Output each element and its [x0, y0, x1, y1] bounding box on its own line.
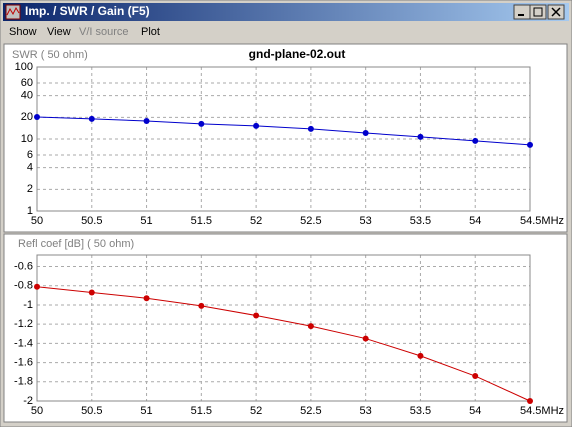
- x-tick-label: 54: [469, 215, 481, 227]
- y-axis-label: SWR ( 50 ohm): [12, 49, 88, 61]
- y-axis-label: Refl coef [dB] ( 50 ohm): [18, 238, 134, 250]
- x-tick-label: 50: [31, 215, 43, 227]
- y-tick-label: 40: [21, 90, 33, 102]
- x-tick-label: 50: [31, 405, 43, 417]
- series-line: [36, 286, 531, 402]
- data-point: [472, 373, 479, 380]
- y-tick-label: -0.6: [14, 260, 33, 272]
- menu-item[interactable]: Show: [9, 26, 37, 38]
- window-title: Imp. / SWR / Gain (F5): [25, 4, 150, 18]
- y-tick-label: 4: [27, 162, 33, 174]
- data-point: [362, 335, 369, 342]
- data-point: [417, 352, 424, 359]
- x-tick-label: 51: [140, 405, 152, 417]
- y-tick-label: -1.4: [14, 337, 33, 349]
- menu-item[interactable]: V/I source: [79, 26, 129, 38]
- data-point: [198, 120, 205, 127]
- chart-title: gnd-plane-02.out: [249, 47, 346, 61]
- x-tick-label: 53.5: [410, 215, 431, 227]
- y-tick-label: 60: [21, 77, 33, 89]
- x-tick-label: 52.5: [300, 405, 321, 417]
- minimize-button[interactable]: [513, 4, 531, 20]
- y-tick-label: -2: [23, 395, 33, 407]
- series-line: [36, 116, 531, 146]
- y-tick-label: 20: [21, 111, 33, 123]
- maximize-button[interactable]: [529, 4, 547, 20]
- data-point: [253, 312, 260, 319]
- x-tick-label: 54.5MHz: [520, 215, 564, 227]
- y-tick-label: -0.8: [14, 280, 33, 292]
- x-tick-label: 54.5MHz: [520, 405, 564, 417]
- menu-item[interactable]: View: [47, 26, 71, 38]
- x-tick-label: 51: [140, 215, 152, 227]
- data-point: [34, 114, 40, 121]
- y-tick-label: -1.6: [14, 356, 33, 368]
- app-icon-wave: [6, 6, 20, 16]
- data-point: [307, 125, 314, 132]
- data-point: [253, 122, 260, 129]
- y-tick-label: -1.8: [14, 376, 33, 388]
- data-point: [527, 398, 533, 404]
- data-point: [88, 289, 95, 296]
- y-tick-label: -1.2: [14, 318, 33, 330]
- x-tick-label: 50.5: [81, 405, 102, 417]
- data-point: [143, 295, 150, 302]
- data-point: [88, 115, 95, 122]
- maximize-icon: [533, 7, 543, 17]
- y-tick-label: 1: [27, 205, 33, 217]
- data-point: [527, 141, 533, 148]
- chart-panel: [3, 233, 568, 423]
- x-tick-label: 51.5: [191, 215, 212, 227]
- data-point: [143, 117, 150, 124]
- plot-frame: [36, 254, 531, 402]
- x-tick-label: 52.5: [300, 215, 321, 227]
- menu-item[interactable]: Plot: [141, 26, 160, 38]
- x-tick-label: 53: [360, 215, 372, 227]
- y-tick-label: 6: [27, 149, 33, 161]
- title-bar: [3, 3, 569, 21]
- x-tick-label: 52: [250, 405, 262, 417]
- y-tick-label: 10: [21, 133, 33, 145]
- y-tick-label: -1: [23, 299, 33, 311]
- data-point: [417, 133, 424, 140]
- y-tick-label: 2: [27, 183, 33, 195]
- window-buttons[interactable]: [513, 4, 565, 20]
- data-point: [307, 323, 314, 330]
- close-icon: [551, 7, 561, 17]
- data-point: [362, 130, 369, 137]
- x-tick-label: 50.5: [81, 215, 102, 227]
- data-point: [472, 137, 479, 144]
- x-tick-label: 51.5: [191, 405, 212, 417]
- data-point: [198, 302, 205, 309]
- x-tick-label: 53: [360, 405, 372, 417]
- x-tick-label: 54: [469, 405, 481, 417]
- plot-frame: [36, 66, 531, 212]
- y-tick-label: 100: [15, 61, 33, 73]
- x-tick-label: 53.5: [410, 405, 431, 417]
- data-point: [34, 283, 40, 290]
- chart-panel: [3, 43, 568, 233]
- x-tick-label: 52: [250, 215, 262, 227]
